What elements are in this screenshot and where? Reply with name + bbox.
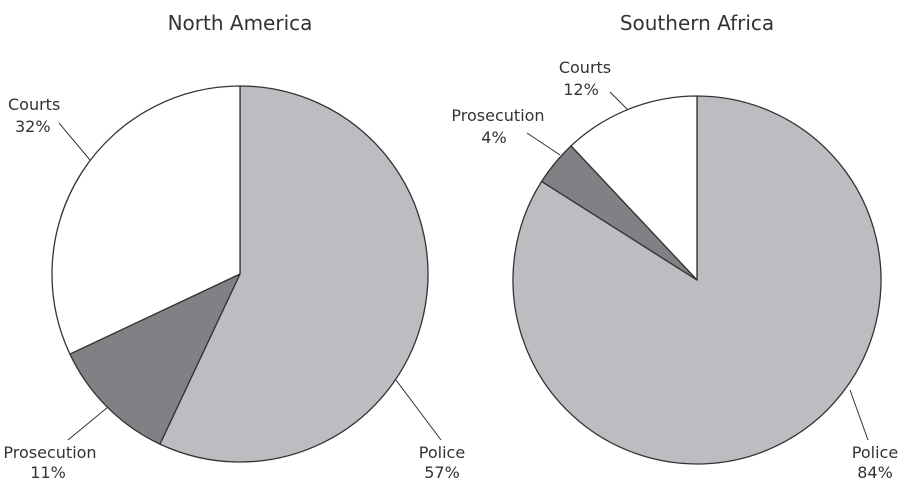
pie-slice-courts-na [51, 85, 241, 355]
slice-value-courts-na: 32% [15, 117, 51, 136]
chart-north-america: North America Courts 32% Prosecution 11%… [3, 11, 465, 482]
leader-line-prosecution-na [67, 406, 109, 441]
chart-title-southern-africa: Southern Africa [620, 11, 774, 35]
slice-label-prosecution-sa: Prosecution [451, 106, 544, 125]
pie-slice-courts-sa [570, 95, 698, 281]
slice-label-police-na: Police [419, 443, 465, 462]
slice-label-courts-sa: Courts [559, 58, 611, 77]
slice-label-police-sa: Police [852, 443, 898, 462]
leader-line-prosecution-sa [526, 132, 561, 156]
slice-value-prosecution-sa: 4% [481, 128, 506, 147]
leader-line-courts-sa [609, 91, 629, 111]
slice-value-police-na: 57% [424, 463, 460, 482]
pie-southern-africa [512, 95, 882, 465]
pie-slice-police-na [159, 85, 429, 463]
slice-value-police-sa: 84% [857, 463, 893, 482]
slice-value-courts-sa: 12% [563, 80, 599, 99]
slice-label-prosecution-na: Prosecution [3, 443, 96, 462]
chart-title-north-america: North America [168, 11, 313, 35]
leader-line-police-sa [849, 389, 869, 441]
slice-label-courts-na: Courts [8, 95, 60, 114]
pie-north-america [51, 85, 429, 463]
leader-line-courts-na [58, 122, 91, 161]
pie-slice-prosecution-na [69, 273, 241, 445]
chart-southern-africa: Southern Africa Courts 12% Prosecution 4… [451, 11, 898, 482]
slice-value-prosecution-na: 11% [30, 463, 66, 482]
leader-line-police-na [395, 379, 442, 441]
